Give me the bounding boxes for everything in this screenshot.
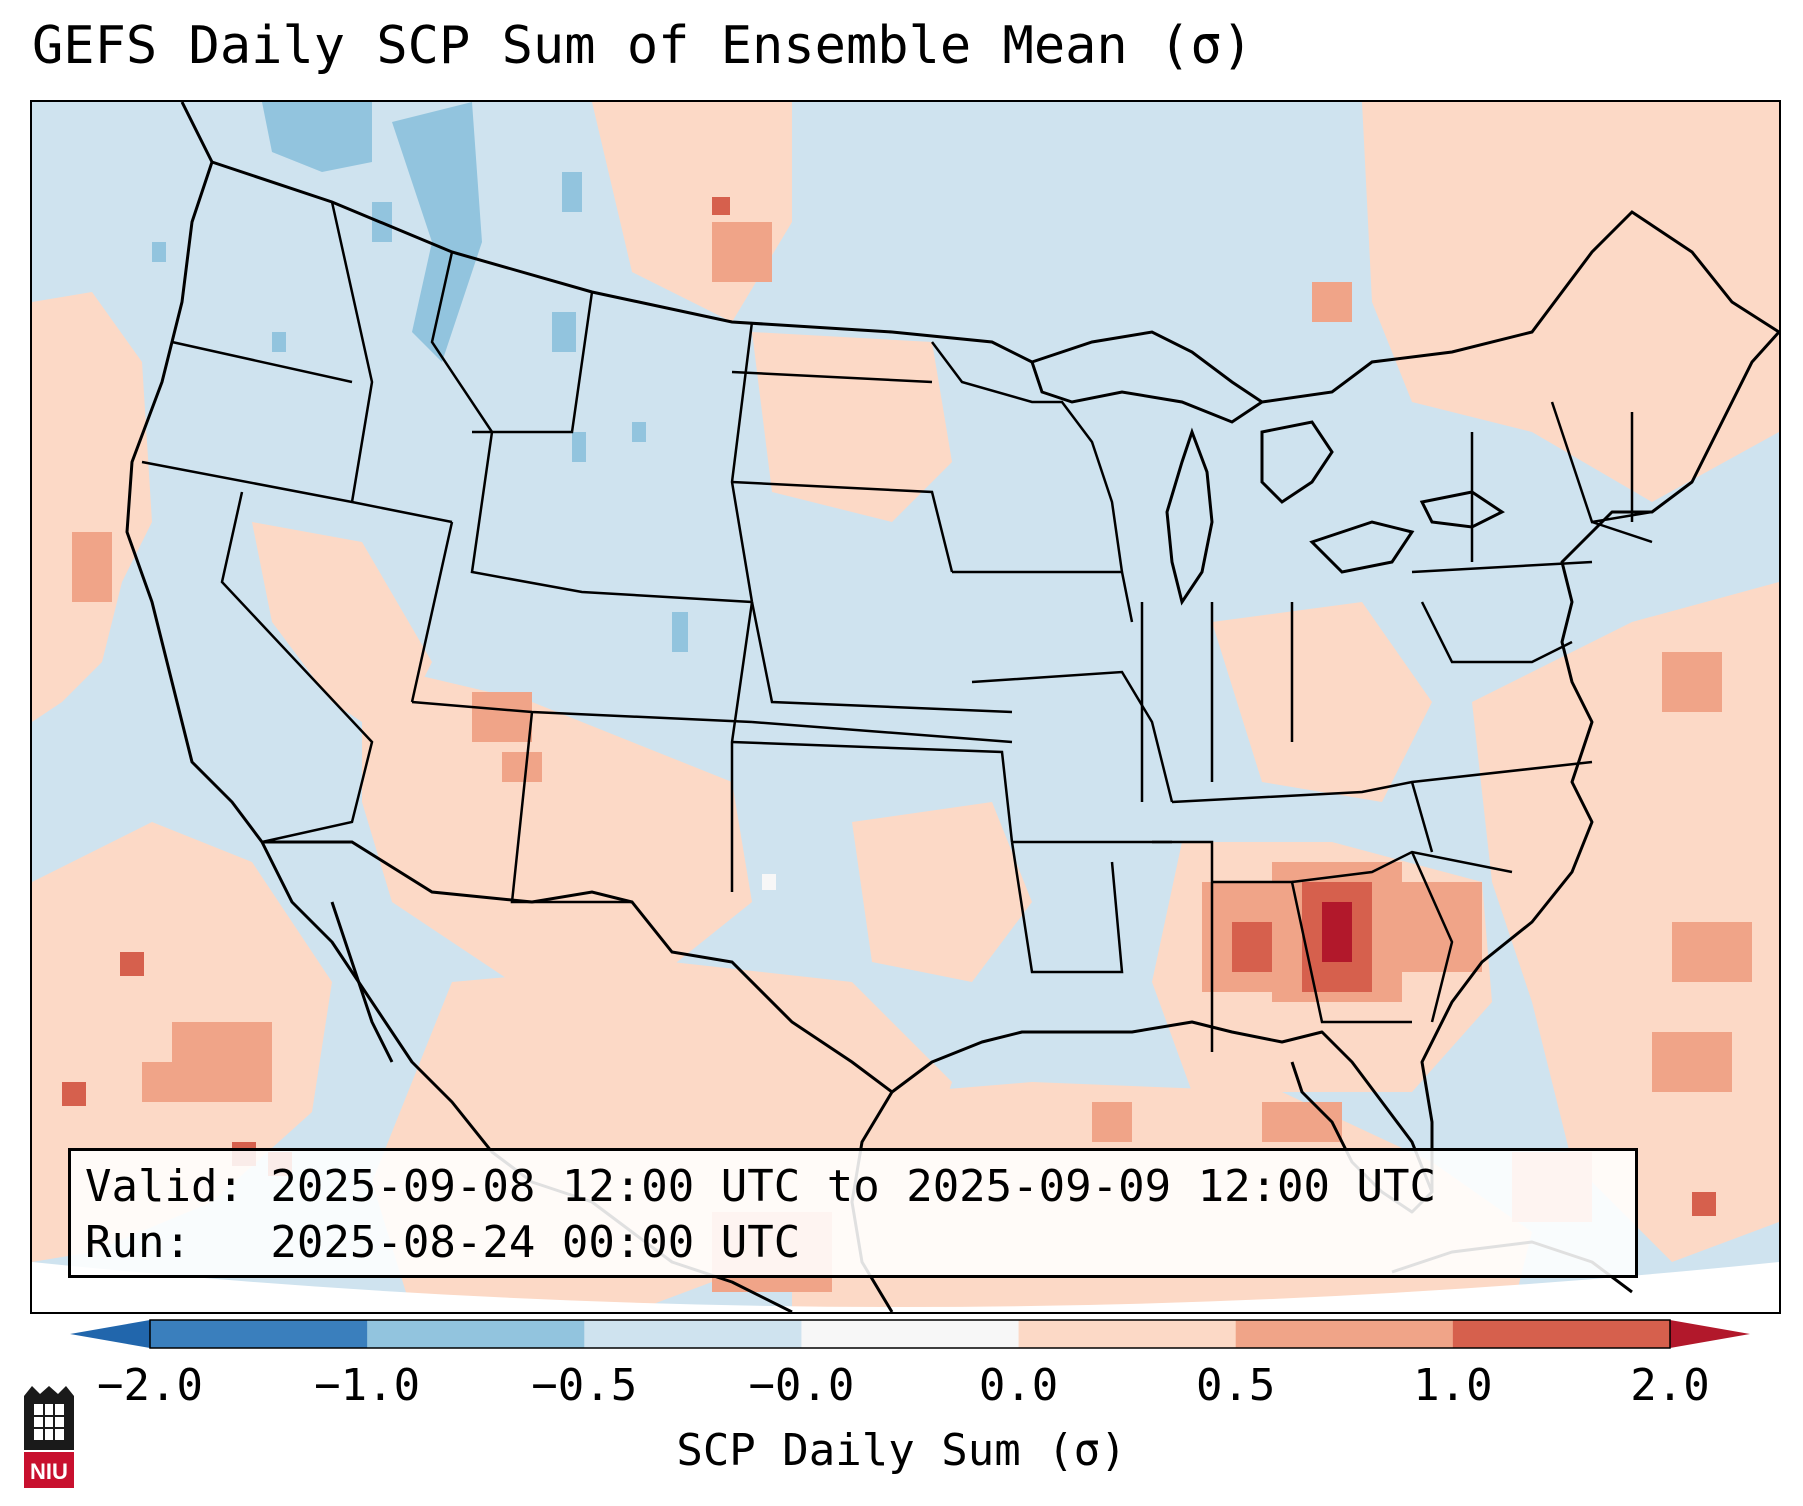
state-borders bbox=[141, 201, 1653, 1052]
valid-time-line: Valid: 2025-09-08 12:00 UTC to 2025-09-0… bbox=[85, 1161, 1437, 1212]
great-lakes bbox=[1030, 330, 1505, 606]
colorbar bbox=[70, 1319, 1750, 1349]
colorbar-tick-label: 2.0 bbox=[1630, 1360, 1710, 1411]
colorbar-extend-high bbox=[1670, 1320, 1750, 1348]
colorbar-tick-label: 0.5 bbox=[1195, 1360, 1276, 1411]
map-panel[interactable]: Valid: 2025-09-08 12:00 UTC to 2025-09-0… bbox=[30, 100, 1781, 1314]
colorbar-tick-label: −0.5 bbox=[531, 1360, 638, 1411]
colorbar-tick-label: −2.0 bbox=[97, 1360, 203, 1411]
colorbar-tick-label: 0.0 bbox=[978, 1360, 1059, 1411]
colorbar-tick-label: −1.0 bbox=[314, 1360, 421, 1411]
neutral-cell bbox=[762, 874, 776, 890]
colorbar-bin bbox=[584, 1320, 802, 1348]
valid-run-info-box: Valid: 2025-09-08 12:00 UTC to 2025-09-0… bbox=[68, 1148, 1638, 1278]
colorbar-bin bbox=[367, 1320, 585, 1348]
scp-anomaly-map[interactable] bbox=[32, 102, 1779, 1312]
colorbar-label: SCP Daily Sum (σ) bbox=[676, 1425, 1127, 1476]
niu-logo-icon: NIU bbox=[24, 1386, 74, 1488]
colorbar-bins bbox=[150, 1320, 1671, 1348]
colorbar-bin bbox=[1452, 1320, 1671, 1348]
colorbar-outline bbox=[149, 1319, 1671, 1349]
colorbar-bin bbox=[1235, 1320, 1454, 1348]
colorbar-extend-low bbox=[70, 1320, 150, 1348]
colorbar-bin bbox=[1018, 1320, 1237, 1348]
moderate-positive-patches bbox=[72, 222, 1752, 1292]
run-time-line: Run: 2025-08-24 00:00 UTC bbox=[85, 1217, 801, 1268]
map-title: GEFS Daily SCP Sum of Ensemble Mean (σ) bbox=[32, 16, 1253, 76]
projection-edge bbox=[32, 1262, 1779, 1312]
colorbar-tick-label: 1.0 bbox=[1413, 1360, 1493, 1411]
colorbar-bin bbox=[150, 1320, 368, 1348]
colorbar-bin bbox=[801, 1320, 1020, 1348]
colorbar-tick-label: −0.0 bbox=[748, 1360, 855, 1411]
logo-text: NIU bbox=[30, 1459, 68, 1484]
